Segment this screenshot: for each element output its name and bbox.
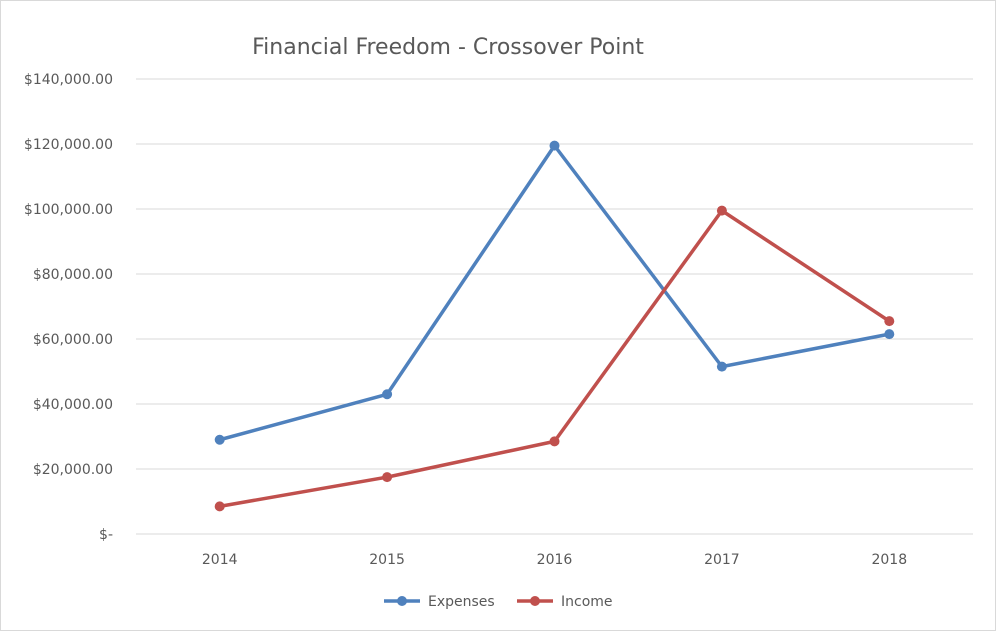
y-tick-label: $60,000.00 bbox=[33, 332, 113, 348]
data-point bbox=[716, 205, 727, 216]
x-tick-label: 2017 bbox=[704, 552, 740, 568]
legend-label: Expenses bbox=[428, 594, 495, 610]
y-tick-label: $140,000.00 bbox=[24, 72, 113, 88]
x-tick-label: 2015 bbox=[369, 552, 405, 568]
data-point bbox=[716, 361, 727, 372]
data-point bbox=[382, 389, 393, 400]
y-tick-label: $120,000.00 bbox=[24, 137, 113, 153]
x-tick-label: 2016 bbox=[537, 552, 573, 568]
series-lines bbox=[214, 140, 895, 512]
data-point bbox=[549, 436, 560, 447]
data-point bbox=[884, 316, 895, 327]
x-tick-label: 2018 bbox=[871, 552, 907, 568]
legend-item-expenses: Expenses bbox=[384, 594, 495, 610]
legend-swatch-marker bbox=[397, 596, 407, 606]
series-line bbox=[217, 208, 892, 509]
data-point bbox=[382, 472, 393, 483]
legend-swatch-marker bbox=[530, 596, 540, 606]
y-tick-label: $20,000.00 bbox=[33, 462, 113, 478]
chart-title: Financial Freedom - Crossover Point bbox=[252, 35, 644, 60]
y-axis-tick-labels: $- $20,000.00 $40,000.00 $60,000.00 $80,000.… bbox=[24, 72, 113, 543]
data-point bbox=[884, 329, 895, 340]
series-income bbox=[214, 205, 895, 512]
y-tick-label: $80,000.00 bbox=[33, 267, 113, 283]
legend-label: Income bbox=[561, 594, 613, 610]
x-axis-tick-labels: 2014 2015 2016 2017 2018 bbox=[202, 552, 907, 568]
y-tick-label: $40,000.00 bbox=[33, 397, 113, 413]
legend: Expenses Income bbox=[384, 594, 613, 610]
x-tick-label: 2014 bbox=[202, 552, 238, 568]
data-point bbox=[214, 501, 225, 512]
y-gridlines bbox=[136, 78, 973, 535]
y-tick-label: $100,000.00 bbox=[24, 202, 113, 218]
y-tick-label: $- bbox=[99, 527, 113, 543]
series-expenses bbox=[214, 140, 895, 445]
series-line bbox=[217, 143, 892, 442]
legend-item-income: Income bbox=[517, 594, 613, 610]
data-point bbox=[214, 434, 225, 445]
data-point bbox=[549, 140, 560, 151]
